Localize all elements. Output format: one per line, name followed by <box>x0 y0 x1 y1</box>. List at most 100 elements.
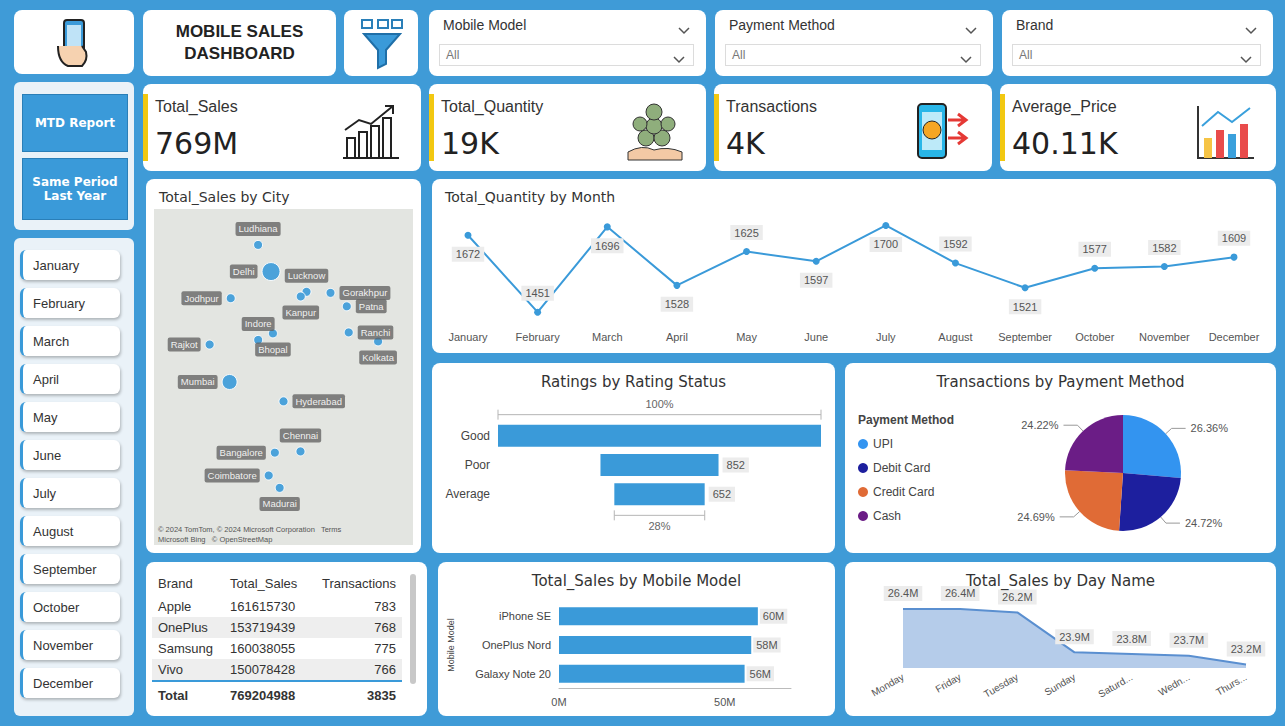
svg-text:OnePlus Nord: OnePlus Nord <box>482 639 551 651</box>
svg-text:23.7M: 23.7M <box>1174 634 1205 646</box>
svg-text:1451: 1451 <box>525 287 549 299</box>
html-text:Same Period Last Year: Same Period Last Year <box>32 175 118 203</box>
svg-text:Transactions by Payment Method: Transactions by Payment Method <box>935 373 1184 391</box>
svg-text:Cash: Cash <box>873 509 901 523</box>
html-text:Total_Quantity: Total_Quantity <box>441 98 544 115</box>
svg-text:26.4M: 26.4M <box>888 587 919 599</box>
svg-text:Lucknow: Lucknow <box>288 270 326 281</box>
html-text:19K: 19K <box>441 126 499 161</box>
svg-text:1597: 1597 <box>804 274 828 286</box>
svg-text:Ranchi: Ranchi <box>361 327 391 338</box>
svg-text:Madurai: Madurai <box>262 498 296 509</box>
svg-text:Galaxy Note 20: Galaxy Note 20 <box>475 668 551 680</box>
svg-text:0M: 0M <box>551 696 566 708</box>
svg-text:April: April <box>666 331 688 343</box>
svg-text:Bhopal: Bhopal <box>258 344 288 355</box>
svg-text:Thurs...: Thurs... <box>1214 671 1249 697</box>
html-text:Average_Price: Average_Price <box>1012 98 1117 115</box>
svg-text:1521: 1521 <box>1013 301 1037 313</box>
svg-text:Delhi: Delhi <box>233 266 255 277</box>
svg-text:Saturd...: Saturd... <box>1096 671 1134 699</box>
svg-text:Coimbatore: Coimbatore <box>208 470 257 481</box>
svg-text:Payment Method: Payment Method <box>858 413 954 427</box>
svg-text:1528: 1528 <box>665 298 689 310</box>
html-text:Mobile Model: Mobile Model <box>443 17 527 33</box>
svg-text:23.9M: 23.9M <box>1059 631 1090 643</box>
svg-text:Gorakhpur: Gorakhpur <box>343 287 388 298</box>
svg-text:1582: 1582 <box>1152 242 1176 254</box>
svg-text:28%: 28% <box>648 520 670 532</box>
svg-text:23.8M: 23.8M <box>1116 633 1147 645</box>
svg-text:Average: Average <box>446 487 491 501</box>
svg-text:Sunday: Sunday <box>1042 671 1077 697</box>
svg-text:Rajkot: Rajkot <box>171 339 198 350</box>
svg-text:Microsoft Bing © OpenStreetM: Microsoft Bing © OpenStreetMap <box>158 535 272 544</box>
svg-text:Indore: Indore <box>245 318 272 329</box>
svg-text:Chennai: Chennai <box>283 430 318 441</box>
svg-text:Wedn...: Wedn... <box>1156 671 1191 698</box>
svg-text:50M: 50M <box>714 696 735 708</box>
svg-text:Poor: Poor <box>465 458 490 472</box>
svg-text:56M: 56M <box>750 668 771 680</box>
svg-text:1672: 1672 <box>456 248 480 260</box>
svg-text:© 2024 TomTom, © 2024 Microsof: © 2024 TomTom, © 2024 Microsoft Corporat… <box>158 525 342 534</box>
svg-text:26.36%: 26.36% <box>1191 422 1229 434</box>
svg-text:Tuesday: Tuesday <box>982 671 1020 699</box>
svg-text:26.2M: 26.2M <box>1002 591 1033 603</box>
html-text:MOBILE SALES DASHBOARD: MOBILE SALES DASHBOARD <box>175 22 304 63</box>
svg-text:Kanpur: Kanpur <box>285 307 316 318</box>
svg-text:1577: 1577 <box>1082 243 1106 255</box>
svg-text:November: November <box>1139 331 1190 343</box>
svg-text:24.72%: 24.72% <box>1185 517 1223 529</box>
svg-text:Jodhpur: Jodhpur <box>184 293 218 304</box>
svg-text:1696: 1696 <box>595 240 619 252</box>
svg-text:1592: 1592 <box>943 238 967 250</box>
svg-text:Friday: Friday <box>933 671 963 694</box>
html-text:4K: 4K <box>726 126 765 161</box>
svg-text:UPI: UPI <box>873 437 893 451</box>
svg-text:Credit Card: Credit Card <box>873 485 934 499</box>
svg-text:852: 852 <box>727 459 745 471</box>
html-text:769M: 769M <box>155 126 239 161</box>
svg-text:September: September <box>998 331 1052 343</box>
svg-text:Debit Card: Debit Card <box>873 461 930 475</box>
svg-text:January: January <box>448 331 488 343</box>
svg-text:Patna: Patna <box>359 301 385 312</box>
svg-text:Total_Sales by Day Name: Total_Sales by Day Name <box>965 572 1155 591</box>
svg-text:iPhone SE: iPhone SE <box>499 610 551 622</box>
svg-text:Total_Quantity by Month: Total_Quantity by Month <box>444 189 615 205</box>
svg-text:December: December <box>1209 331 1260 343</box>
svg-text:Hyderabad: Hyderabad <box>296 396 342 407</box>
svg-text:July: July <box>876 331 896 343</box>
svg-text:24.69%: 24.69% <box>1017 511 1055 523</box>
svg-text:August: August <box>938 331 972 343</box>
svg-text:Ludhiana: Ludhiana <box>239 223 279 234</box>
svg-text:Mobile Model: Mobile Model <box>446 618 456 672</box>
html-text:Transactions: Transactions <box>726 98 817 115</box>
svg-text:1609: 1609 <box>1222 232 1246 244</box>
html-text:40.11K: 40.11K <box>1012 126 1118 161</box>
svg-text:June: June <box>804 331 828 343</box>
svg-text:May: May <box>736 331 757 343</box>
svg-text:March: March <box>592 331 623 343</box>
svg-text:February: February <box>516 331 561 343</box>
svg-text:1700: 1700 <box>874 238 898 250</box>
svg-text:Monday: Monday <box>869 671 905 698</box>
svg-text:Good: Good <box>461 429 490 443</box>
svg-text:60M: 60M <box>763 610 784 622</box>
svg-text:Total_Sales by Mobile Model: Total_Sales by Mobile Model <box>531 572 741 591</box>
svg-text:Total_Sales by City: Total_Sales by City <box>158 189 289 205</box>
html-text:Payment Method: Payment Method <box>729 17 835 33</box>
svg-text:23.2M: 23.2M <box>1231 643 1262 655</box>
svg-text:October: October <box>1075 331 1114 343</box>
svg-text:100%: 100% <box>645 398 673 410</box>
svg-text:58M: 58M <box>756 639 777 651</box>
html-text:Total_Sales: Total_Sales <box>155 98 238 115</box>
svg-text:24.22%: 24.22% <box>1021 419 1059 431</box>
svg-text:1625: 1625 <box>734 227 758 239</box>
svg-text:Ratings by Rating Status: Ratings by Rating Status <box>541 373 726 391</box>
svg-text:Kolkata: Kolkata <box>362 352 394 363</box>
svg-text:Bangalore: Bangalore <box>220 447 263 458</box>
svg-text:652: 652 <box>713 488 731 500</box>
svg-text:Mumbai: Mumbai <box>181 376 215 387</box>
